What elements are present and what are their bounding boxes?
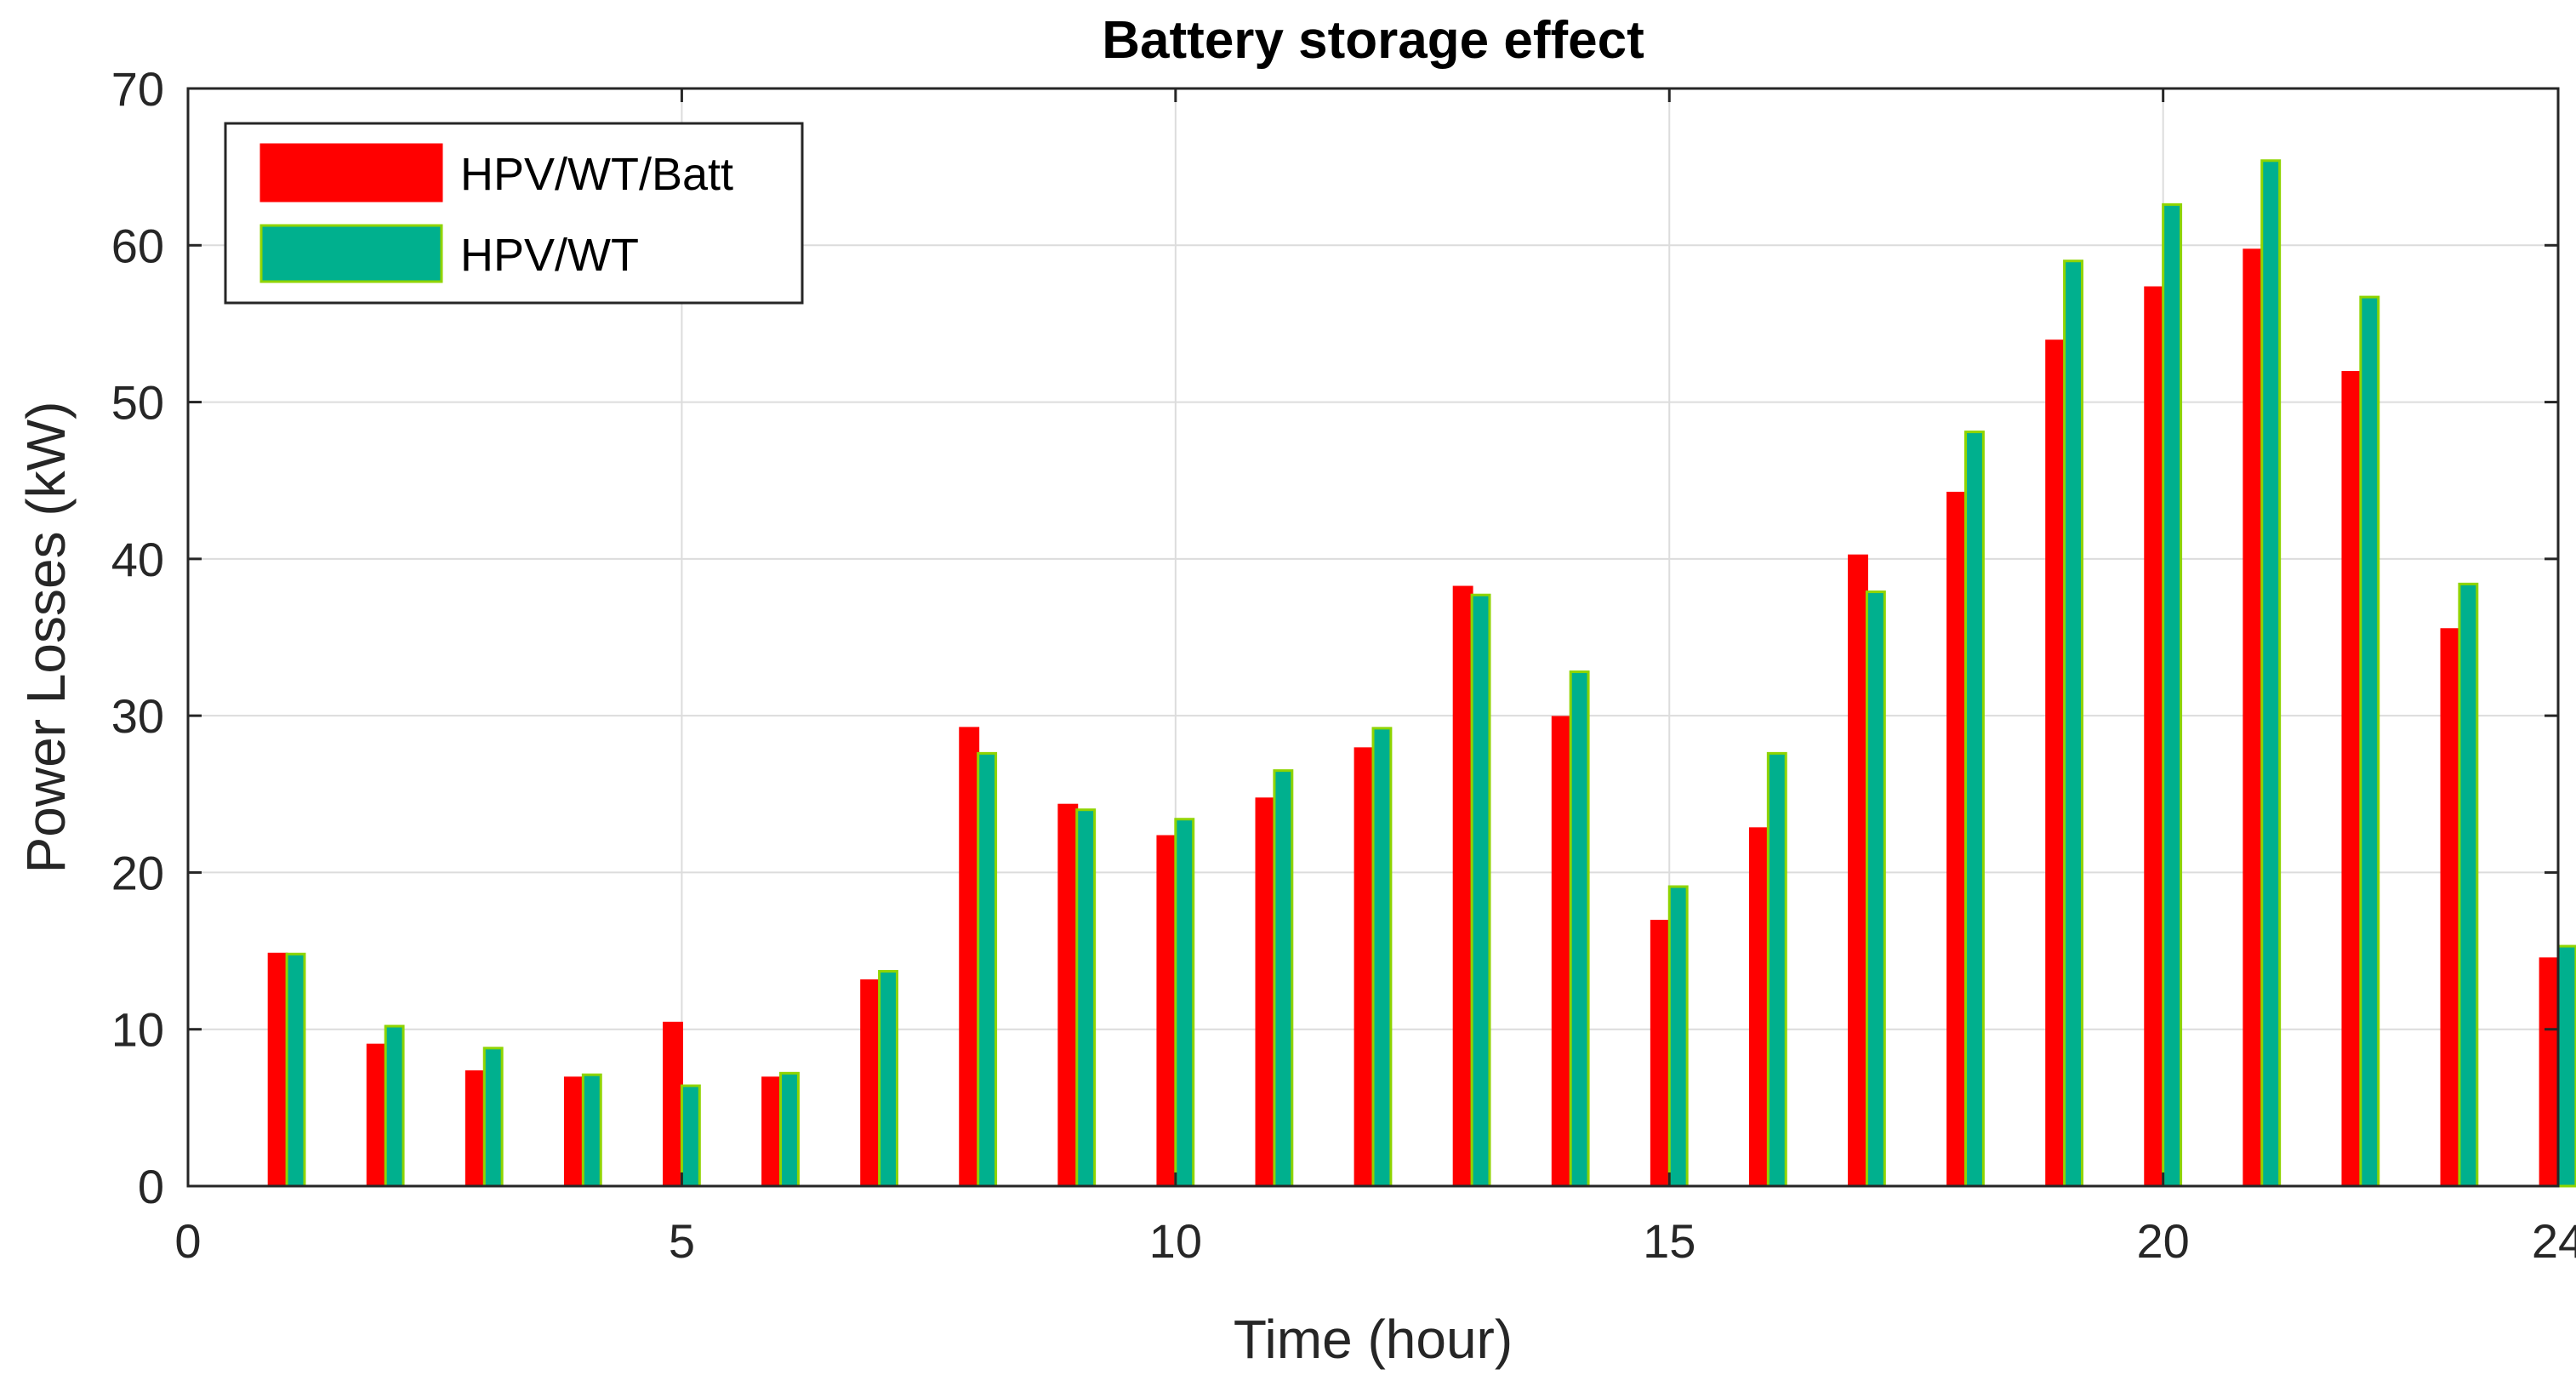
bar-hpv-wt-batt-hour-24 [2539, 957, 2560, 1188]
y-tick-label: 40 [111, 533, 164, 586]
bar-hpv-wt-batt-hour-19 [2045, 339, 2066, 1188]
bars [267, 159, 2576, 1188]
bar-hpv-wt-batt-hour-3 [464, 1070, 486, 1188]
x-tick-label: 0 [174, 1214, 201, 1268]
axis-ticks: 0 5 10 15 20 24 0 10 20 30 40 50 60 70 [111, 62, 2576, 1268]
legend-swatch-hpv-wt [259, 224, 443, 283]
bar-hpv-wt-batt-hour-10 [1156, 835, 1177, 1188]
bar-hpv-wt-hour-24 [2556, 944, 2576, 1188]
bar-hpv-wt-batt-hour-5 [663, 1021, 683, 1188]
bar-hpv-wt-batt-hour-4 [563, 1076, 584, 1188]
bar-hpv-wt-batt-hour-22 [2341, 371, 2362, 1188]
bar-hpv-wt-hour-13 [1470, 593, 1491, 1188]
bar-hpv-wt-batt-hour-9 [1057, 803, 1079, 1188]
y-tick-label: 70 [111, 62, 164, 116]
bar-hpv-wt-hour-9 [1075, 808, 1097, 1188]
bar-hpv-wt-hour-21 [2260, 159, 2282, 1188]
bar-hpv-wt-hour-23 [2458, 582, 2479, 1188]
plot-area-frame [186, 87, 2560, 1188]
bar-hpv-wt-hour-5 [680, 1084, 701, 1188]
bar-hpv-wt-hour-20 [2162, 203, 2183, 1188]
bar-hpv-wt-batt-hour-6 [761, 1076, 782, 1188]
bar-hpv-wt-hour-22 [2359, 295, 2380, 1188]
x-tick-label: 15 [1643, 1214, 1695, 1268]
bar-hpv-wt-batt-hour-1 [267, 952, 288, 1188]
y-tick-label: 20 [111, 846, 164, 899]
y-tick-label: 60 [111, 219, 164, 272]
bar-hpv-wt-hour-7 [878, 970, 898, 1188]
bar-hpv-wt-batt-hour-17 [1848, 554, 1868, 1188]
bar-hpv-wt-hour-11 [1273, 769, 1294, 1188]
bar-hpv-wt-batt-hour-7 [860, 979, 881, 1188]
bar-hpv-wt-batt-hour-21 [2243, 248, 2264, 1188]
bar-hpv-wt-batt-hour-20 [2144, 286, 2165, 1188]
chart-title: Battery storage effect [1102, 11, 1644, 70]
bar-hpv-wt-batt-hour-12 [1354, 747, 1375, 1188]
y-axis-label: Power Losses (kW) [15, 402, 77, 874]
bar-hpv-wt-batt-hour-11 [1255, 797, 1276, 1188]
bar-hpv-wt-hour-4 [581, 1073, 602, 1188]
bar-hpv-wt-hour-6 [779, 1071, 800, 1188]
y-tick-label: 0 [138, 1160, 164, 1213]
legend: HPV/WT/Batt HPV/WT [224, 122, 804, 305]
bar-hpv-wt-batt-hour-13 [1452, 585, 1473, 1188]
bar-hpv-wt-hour-18 [1964, 431, 1985, 1188]
bar-hpv-wt-hour-10 [1174, 818, 1195, 1188]
bar-hpv-wt-batt-hour-15 [1650, 920, 1671, 1188]
x-tick-label: 10 [1149, 1214, 1202, 1268]
y-tick-label: 50 [111, 376, 164, 430]
bar-hpv-wt-hour-3 [482, 1047, 504, 1188]
bar-hpv-wt-hour-19 [2063, 260, 2083, 1188]
bar-hpv-wt-hour-14 [1569, 670, 1590, 1188]
x-tick-label: 5 [669, 1214, 695, 1268]
legend-swatch-hpv-wt-batt [259, 143, 443, 203]
y-tick-label: 10 [111, 1003, 164, 1057]
bar-hpv-wt-batt-hour-18 [1946, 491, 1967, 1188]
bar-hpv-wt-hour-17 [1865, 590, 1886, 1188]
legend-label-hpv-wt-batt: HPV/WT/Batt [460, 149, 733, 200]
bar-hpv-wt-batt-hour-23 [2440, 628, 2461, 1188]
bar-hpv-wt-hour-15 [1667, 885, 1689, 1188]
y-tick-label: 30 [111, 689, 164, 743]
bar-hpv-wt-hour-16 [1766, 751, 1787, 1188]
bar-hpv-wt-hour-8 [977, 751, 998, 1188]
x-tick-label: 20 [2137, 1214, 2190, 1268]
bar-hpv-wt-batt-hour-16 [1748, 827, 1770, 1188]
x-axis-label: Time (hour) [1234, 1309, 1513, 1370]
bar-hpv-wt-batt-hour-14 [1551, 716, 1572, 1188]
x-tick-label: 24 [2532, 1214, 2576, 1268]
bar-hpv-wt-batt-hour-2 [366, 1043, 387, 1188]
bar-hpv-wt-batt-hour-8 [959, 727, 980, 1188]
bar-hpv-wt-hour-12 [1371, 727, 1393, 1188]
bar-hpv-wt-hour-2 [384, 1024, 405, 1188]
legend-label-hpv-wt: HPV/WT [460, 230, 639, 281]
bar-hpv-wt-hour-1 [285, 952, 306, 1188]
